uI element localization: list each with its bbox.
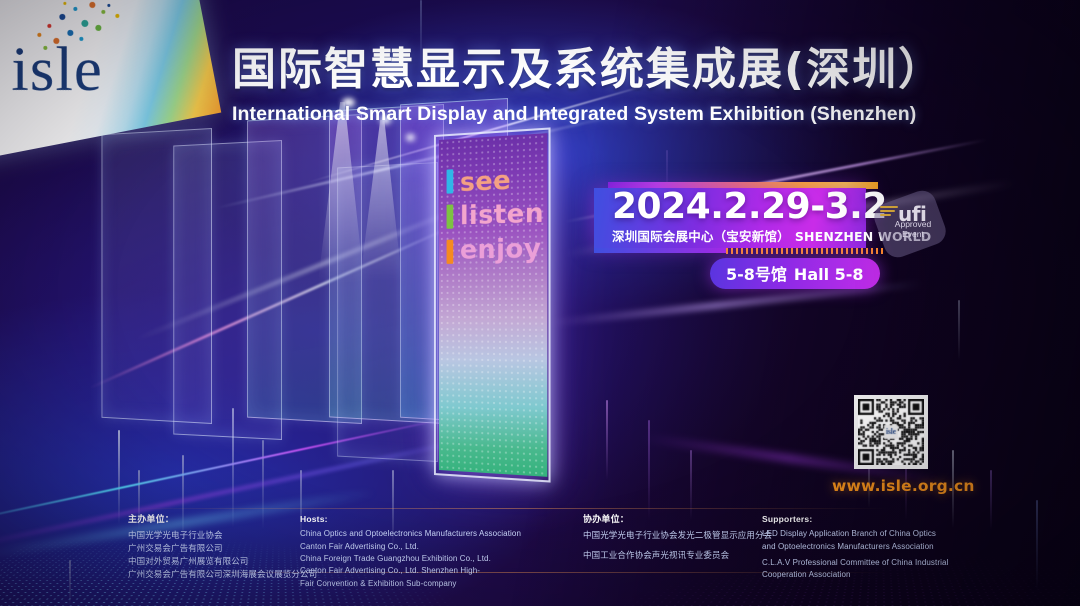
vignette-overlay [0,0,1080,606]
isle-exhibition-poster: see listen enjoy isle 国际智慧显示及系统集成展(深圳） I… [0,0,1080,606]
